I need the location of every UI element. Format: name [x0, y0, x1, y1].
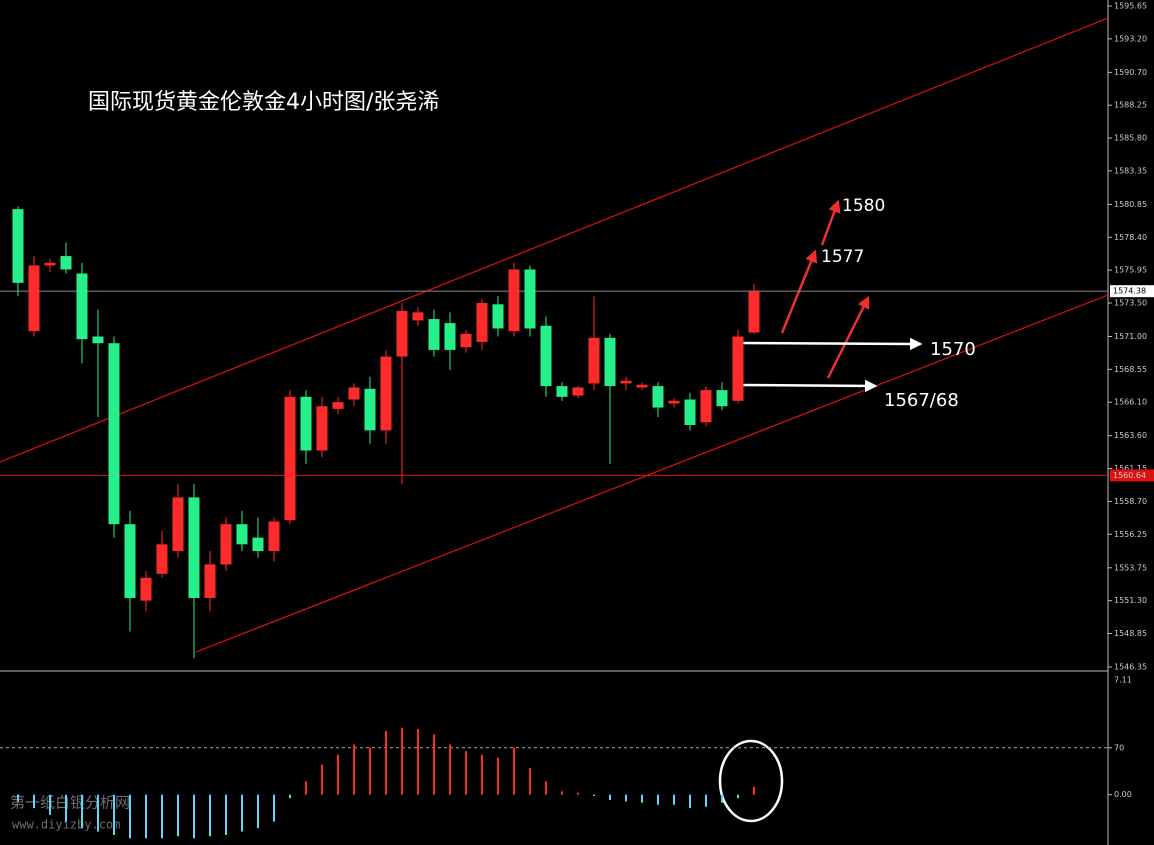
candle-body	[364, 388, 376, 431]
candle-body	[588, 337, 600, 384]
candle-body	[748, 291, 760, 333]
y-tick-label: 1575.95	[1114, 266, 1147, 275]
candle-body	[284, 396, 296, 521]
candle-body	[428, 319, 440, 350]
candle-body	[268, 521, 280, 552]
level-label: 1560.64	[1113, 471, 1146, 480]
candle-body	[716, 390, 728, 407]
level-tag	[1110, 469, 1154, 482]
candle-body	[444, 323, 456, 350]
candle-body	[12, 209, 24, 283]
candle-body	[540, 325, 552, 387]
candle-body	[652, 386, 664, 408]
candle-body	[92, 336, 104, 344]
candle-body	[684, 399, 696, 425]
candle-body	[220, 524, 232, 565]
candle-body	[172, 497, 184, 552]
y-tick-label: 1548.85	[1114, 629, 1147, 638]
y-tick-label: 7.11	[1114, 676, 1132, 685]
last-price-tag	[1110, 285, 1154, 298]
y-tick-label: 1590.70	[1114, 68, 1147, 77]
candle-body	[668, 400, 680, 404]
candle-body	[636, 384, 648, 388]
watermark: www.diyizby.com	[12, 818, 120, 832]
last-price-label: 1574.38	[1113, 287, 1146, 296]
candle-body	[28, 265, 40, 332]
candle-body	[156, 544, 168, 574]
candle-body	[732, 336, 744, 401]
candle-body	[316, 406, 328, 451]
y-tick-label: 1588.25	[1114, 101, 1147, 110]
candle-body	[300, 396, 312, 451]
annotation: 1577	[821, 247, 864, 267]
candle-body	[76, 273, 88, 340]
y-tick-label: 1558.70	[1114, 497, 1147, 506]
candle-body	[604, 337, 616, 387]
candle-body	[476, 302, 488, 342]
candle-body	[412, 312, 424, 321]
candle-body	[140, 577, 152, 601]
candle-body	[492, 304, 504, 329]
candle-body	[380, 356, 392, 431]
y-tick-label: 1563.60	[1114, 431, 1147, 440]
y-tick-label: 1583.35	[1114, 166, 1147, 175]
channel-lower	[195, 294, 1109, 653]
y-tick-label: 1571.00	[1114, 332, 1147, 341]
candle-body	[332, 402, 344, 409]
candle-body	[188, 497, 200, 598]
candle-body	[204, 564, 216, 598]
y-tick-label: 0.00	[1114, 790, 1132, 799]
candle-body	[556, 386, 568, 397]
y-tick-label: 1551.30	[1114, 596, 1147, 605]
candle-body	[572, 387, 584, 396]
y-tick-label: 1595.65	[1114, 2, 1147, 11]
y-tick-label: 1553.75	[1114, 563, 1147, 572]
candle-body	[108, 343, 120, 525]
y-tick-label: 1593.20	[1114, 34, 1147, 43]
candle-body	[252, 537, 264, 552]
y-tick-label: 1585.80	[1114, 134, 1147, 143]
candle-body	[524, 269, 536, 329]
candle-body	[44, 262, 56, 266]
channel-upper	[0, 17, 1109, 463]
y-tick-label: 1568.55	[1114, 365, 1147, 374]
annotation: 1570	[930, 339, 976, 360]
annotation: 1580	[842, 196, 885, 216]
candle-body	[700, 390, 712, 423]
candle-body	[236, 524, 248, 545]
chart-title: 国际现货黄金伦敦金4小时图/张尧浠	[88, 90, 439, 115]
candle-body	[396, 311, 408, 357]
candle-body	[124, 524, 136, 598]
watermark: 第一纸白银分析网	[10, 794, 130, 812]
candle-body	[620, 380, 632, 384]
y-tick-label: 1561.15	[1114, 464, 1147, 473]
candle-body	[508, 269, 520, 332]
candle-body	[460, 333, 472, 348]
highlight-circle	[718, 739, 784, 823]
candle-body	[60, 256, 72, 270]
y-tick-label: 1566.10	[1114, 398, 1147, 407]
y-tick-label: 1556.25	[1114, 530, 1147, 539]
y-tick-label: 1580.85	[1114, 200, 1147, 209]
annotation: 1567/68	[884, 390, 959, 411]
y-tick-label: 1573.50	[1114, 298, 1147, 307]
y-tick-label: 1578.40	[1114, 233, 1147, 242]
y-tick-label: 1546.35	[1114, 663, 1147, 672]
arrows	[739, 199, 923, 393]
candle-body	[348, 387, 360, 400]
y-tick-label: 70	[1114, 743, 1124, 752]
